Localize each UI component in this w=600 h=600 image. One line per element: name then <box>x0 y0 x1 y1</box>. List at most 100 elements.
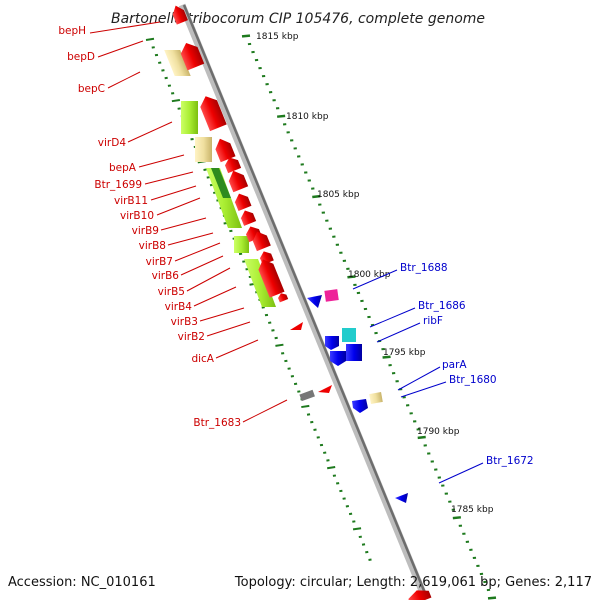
label-bepD: bepD <box>67 51 95 63</box>
gene-yellow-1 <box>164 50 191 76</box>
gene-major-tick <box>145 37 155 41</box>
scale-major-tick <box>487 596 497 600</box>
leader-Btr_1680 <box>400 381 447 398</box>
leader-virB8 <box>167 232 214 246</box>
gene-major-tick <box>171 98 181 103</box>
scale-major-tick <box>312 194 321 199</box>
gene-major-tick <box>327 466 336 470</box>
scale-major-tick <box>241 34 251 38</box>
gene-blue-2 <box>330 351 346 366</box>
gene-grey-1 <box>299 389 315 402</box>
scale-track <box>241 34 497 600</box>
gene-cyan-ribF <box>342 328 356 342</box>
leader-virB9 <box>160 217 207 231</box>
leader-ribF <box>376 322 421 343</box>
gene-lime-2 <box>234 236 249 253</box>
leader-Btr_1686 <box>369 307 416 328</box>
map-title: Bartonella tribocorum CIP 105476, comple… <box>111 11 485 27</box>
kbp-label-1785: 1785 kbp <box>451 505 494 515</box>
label-virB2: virB2 <box>178 331 205 343</box>
gene-yellow-2 <box>195 137 212 162</box>
label-bepA: bepA <box>109 162 137 174</box>
gene-yellow-parA <box>369 392 383 404</box>
gene-blue-1688 <box>307 295 322 308</box>
genome-backbone-shade <box>182 4 429 599</box>
leader-bepA <box>138 154 185 168</box>
label-virB10: virB10 <box>120 210 154 222</box>
label-virB6: virB6 <box>152 270 180 282</box>
gene-red-arrow <box>172 5 188 25</box>
label-virB9: virB9 <box>132 225 159 237</box>
genome-summary-text: Topology: circular; Length: 2,619,061 bp… <box>234 575 592 590</box>
label-Btr_1680: Btr_1680 <box>449 374 497 386</box>
gene-major-tick <box>352 527 362 531</box>
leader-virB3 <box>199 307 245 322</box>
accession-text: Accession: NC_010161 <box>8 575 156 590</box>
gene-major-tick <box>301 404 310 409</box>
leader-Btr_1699 <box>144 171 194 185</box>
label-virB8: virB8 <box>139 240 166 252</box>
leader-dicA <box>215 339 259 359</box>
scale-major-tick <box>417 435 426 440</box>
leader-virB5 <box>186 267 231 292</box>
gene-blue-1672 <box>395 493 408 503</box>
leader-Btr_1683 <box>242 399 288 423</box>
leader-bepH <box>89 21 161 34</box>
scale-major-tick <box>452 516 461 520</box>
label-bepH: bepH <box>58 25 86 37</box>
kbp-label-1800: 1800 kbp <box>348 270 391 280</box>
leader-lines <box>89 21 484 484</box>
kbp-label-1805: 1805 kbp <box>317 190 360 200</box>
gene-red-arrow <box>408 590 432 600</box>
leader-bepD <box>97 40 144 58</box>
label-dicA: dicA <box>191 353 214 365</box>
gene-green-dark <box>211 168 231 198</box>
gene-red-arrow <box>215 138 236 163</box>
gene-red-arrow <box>278 293 289 303</box>
label-virB11: virB11 <box>114 195 148 207</box>
kbp-label-1810: 1810 kbp <box>286 112 329 122</box>
scale-labels: 1815 kbp 1810 kbp 1805 kbp 1800 kbp 1795… <box>256 32 494 515</box>
label-virB3: virB3 <box>171 316 198 328</box>
label-bepC: bepC <box>78 83 105 95</box>
genes-red-strand <box>172 5 432 600</box>
leader-Btr_1688 <box>352 269 398 290</box>
leader-virB4 <box>193 286 237 307</box>
label-Btr_1688: Btr_1688 <box>400 262 448 274</box>
gene-red-arrow <box>180 42 205 71</box>
leader-virB6 <box>180 255 224 276</box>
kbp-label-1795: 1795 kbp <box>383 348 426 358</box>
genes-inner <box>164 50 332 402</box>
leader-virB2 <box>206 321 251 337</box>
leader-virB11 <box>150 185 197 201</box>
label-Btr_1699: Btr_1699 <box>94 179 142 191</box>
leader-virB7 <box>174 242 221 262</box>
label-ribF: ribF <box>423 315 443 327</box>
label-Btr_1686: Btr_1686 <box>418 300 466 312</box>
gene-red-arrow <box>258 259 285 298</box>
scale-major-tick <box>277 114 286 118</box>
scale-major-tick <box>382 355 391 359</box>
gene-red-arrow <box>252 231 271 252</box>
label-virB5: virB5 <box>158 286 185 298</box>
gene-blue-3 <box>346 344 362 361</box>
gene-red-dicA <box>290 322 303 330</box>
gene-lime-1 <box>181 101 198 134</box>
label-virB4: virB4 <box>165 301 193 313</box>
gene-red-1683 <box>318 385 332 393</box>
gene-red-arrow <box>200 96 227 132</box>
label-virB7: virB7 <box>146 256 173 268</box>
gene-red-arrow <box>240 210 257 226</box>
gene-red-arrow <box>228 170 249 193</box>
kbp-label-1815: 1815 kbp <box>256 32 299 42</box>
gene-red-arrow <box>234 193 252 212</box>
gene-lime-3 <box>244 259 276 307</box>
leader-parA <box>397 366 441 391</box>
labels-right: Btr_1688 Btr_1686 ribF parA Btr_1680 Btr… <box>400 262 534 467</box>
label-parA: parA <box>442 359 467 371</box>
gene-blue-1680 <box>352 399 368 413</box>
gene-magenta-1 <box>324 289 339 302</box>
genes-outer <box>307 289 408 503</box>
label-Btr_1672: Btr_1672 <box>486 455 534 467</box>
